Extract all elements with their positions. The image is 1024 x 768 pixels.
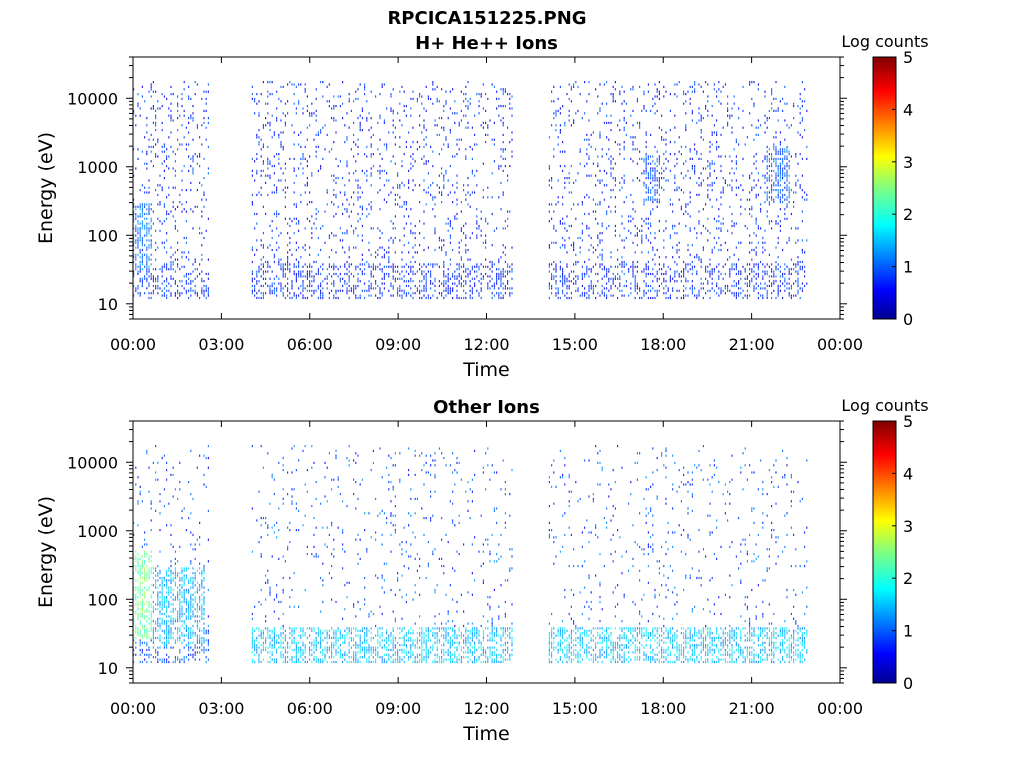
colorbar-tick-label: 1 <box>903 258 913 277</box>
x-tick-label: 03:00 <box>198 699 244 718</box>
colorbar-label: Log counts <box>841 396 928 415</box>
y-tick-label: 1000 <box>77 158 118 177</box>
spectrogram <box>133 81 808 300</box>
panel-0: H+ He++ Ions 00:00 03:00 06:00 09:00 12:00 15:… <box>35 32 929 381</box>
colorbar-tick-label: 0 <box>903 310 913 329</box>
panel-title: Other Ions <box>433 397 540 418</box>
x-tick-label: 21:00 <box>729 699 775 718</box>
x-tick-label: 12:00 <box>463 699 509 718</box>
colorbar-tick-label: 3 <box>903 517 913 536</box>
x-tick-label: 00:00 <box>817 335 863 354</box>
colorbar-tick-label: 2 <box>903 205 913 224</box>
colorbar-tick-label: 2 <box>903 569 913 588</box>
y-axis-label: Energy (eV) <box>35 132 57 244</box>
y-tick-label: 10000 <box>67 89 118 108</box>
colorbar <box>872 56 897 320</box>
x-tick-label: 21:00 <box>729 335 775 354</box>
y-tick-label: 10 <box>98 295 118 314</box>
panel-1: Other Ions 00:00 03:00 06:00 09:00 12:00 15:00… <box>35 396 929 745</box>
x-tick-label: 18:00 <box>640 699 686 718</box>
x-axis-label: Time <box>462 359 510 381</box>
y-axis-label: Energy (eV) <box>35 496 57 608</box>
panel-title: H+ He++ Ions <box>415 33 558 54</box>
colorbar-tick-label: 1 <box>903 622 913 641</box>
x-tick-label: 06:00 <box>287 699 333 718</box>
x-tick-label: 00:00 <box>110 699 156 718</box>
x-tick-label: 00:00 <box>817 699 863 718</box>
y-tick-label: 10000 <box>67 453 118 472</box>
x-tick-label: 03:00 <box>198 335 244 354</box>
x-tick-label: 06:00 <box>287 335 333 354</box>
x-tick-label: 12:00 <box>463 335 509 354</box>
y-tick-label: 100 <box>87 590 118 609</box>
x-tick-label: 09:00 <box>375 699 421 718</box>
plot-frame <box>132 420 841 684</box>
y-tick-label: 100 <box>87 226 118 245</box>
colorbar-tick-label: 3 <box>903 153 913 172</box>
colorbar-tick-label: 0 <box>903 674 913 693</box>
x-tick-label: 18:00 <box>640 335 686 354</box>
colorbar <box>872 420 897 684</box>
y-tick-label: 1000 <box>77 522 118 541</box>
figure-title: RPCICA151225.PNG <box>387 8 586 29</box>
colorbar-tick-label: 4 <box>903 464 913 483</box>
x-axis-label: Time <box>462 723 510 745</box>
x-tick-label: 15:00 <box>552 335 598 354</box>
x-tick-label: 15:00 <box>552 699 598 718</box>
x-tick-label: 00:00 <box>110 335 156 354</box>
colorbar-tick-label: 4 <box>903 100 913 119</box>
colorbar-label: Log counts <box>841 32 928 51</box>
colorbar-tick-label: 5 <box>903 48 913 67</box>
spectrogram <box>133 445 808 664</box>
colorbar-tick-label: 5 <box>903 412 913 431</box>
y-tick-label: 10 <box>98 659 118 678</box>
x-tick-label: 09:00 <box>375 335 421 354</box>
